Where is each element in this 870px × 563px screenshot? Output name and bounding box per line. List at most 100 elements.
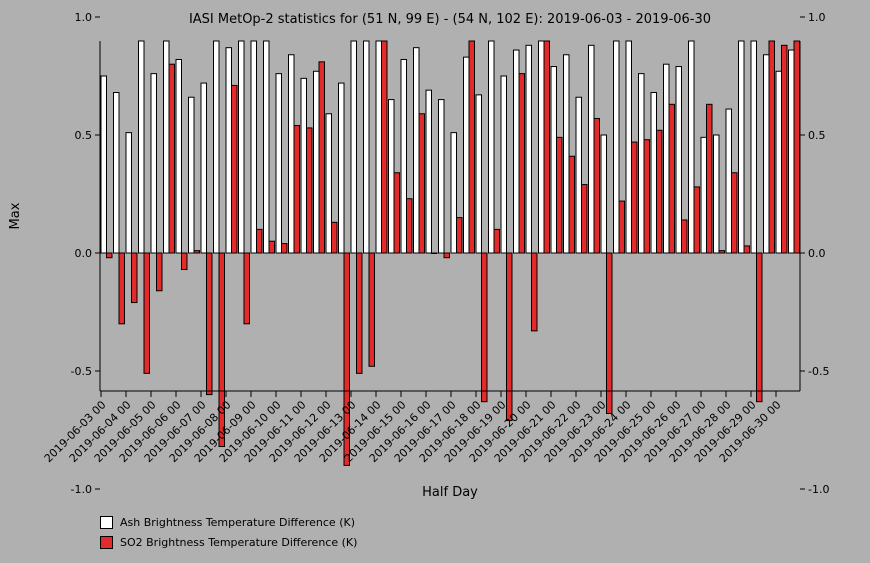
- so2-bar: [418, 113, 425, 254]
- x-axis-label: Half Day: [422, 485, 478, 500]
- y-tick-label-left: -0.5: [71, 365, 92, 378]
- ash-bar: [563, 54, 570, 254]
- so2-bar: [131, 252, 138, 304]
- ash-bar: [175, 58, 182, 254]
- ash-bar: [525, 44, 532, 254]
- ash-bar: [738, 40, 745, 254]
- legend: Ash Brightness Temperature Difference (K…: [100, 512, 357, 552]
- ash-bar: [600, 134, 607, 254]
- ash-bar: [400, 58, 407, 254]
- ash-bar: [488, 40, 495, 254]
- y-tick-label-right: 1.0: [808, 11, 826, 24]
- so2-bar: [256, 228, 263, 254]
- ash-bar: [138, 40, 145, 254]
- so2-bar: [706, 103, 713, 254]
- ash-bar: [513, 49, 520, 254]
- ash-bar: [250, 40, 257, 254]
- ash-bar: [650, 92, 657, 254]
- ash-bar: [188, 96, 195, 254]
- so2-bar: [343, 252, 350, 466]
- ash-bar: [575, 96, 582, 254]
- ash-bar: [788, 49, 795, 254]
- y-tick-label-left: 0.0: [75, 247, 93, 260]
- ash-bar: [388, 99, 395, 254]
- so2-bar: [318, 61, 325, 254]
- ash-bar: [413, 47, 420, 254]
- so2-bar: [181, 252, 188, 271]
- so2-bar: [381, 40, 388, 254]
- bars-group: [100, 40, 800, 466]
- ash-bar: [638, 73, 645, 254]
- so2-bar: [756, 252, 763, 403]
- so2-bar: [693, 186, 700, 254]
- so2-bar: [731, 172, 738, 254]
- so2-bar: [393, 172, 400, 254]
- so2-bar: [206, 252, 213, 396]
- ash-bar: [775, 70, 782, 254]
- ash-bar: [663, 63, 670, 254]
- so2-bar: [193, 250, 200, 254]
- so2-bar: [243, 252, 250, 325]
- so2-bar: [118, 252, 125, 325]
- so2-bar: [618, 200, 625, 254]
- so2-bar: [268, 240, 275, 254]
- so2-bar: [481, 252, 488, 403]
- legend-item-so2: SO2 Brightness Temperature Difference (K…: [100, 532, 357, 552]
- ash-bar: [275, 73, 282, 254]
- ash-bar: [500, 75, 507, 254]
- so2-bar: [781, 44, 788, 254]
- so2-bar: [531, 252, 538, 332]
- ash-bar: [225, 47, 232, 254]
- so2-bar: [143, 252, 150, 374]
- so2-bar: [168, 63, 175, 254]
- ash-bar: [450, 132, 457, 254]
- ash-bar: [425, 89, 432, 254]
- so2-bar: [331, 221, 338, 254]
- so2-bar: [668, 103, 675, 254]
- legend-item-ash: Ash Brightness Temperature Difference (K…: [100, 512, 357, 532]
- ash-bar: [300, 77, 307, 254]
- y-tick-label-right: 0.5: [808, 129, 826, 142]
- legend-label-ash: Ash Brightness Temperature Difference (K…: [120, 515, 355, 529]
- so2-bar: [506, 252, 513, 422]
- so2-bar: [306, 127, 313, 254]
- ash-bar: [375, 40, 382, 254]
- ash-bar: [463, 56, 470, 254]
- so2-bar: [793, 40, 800, 254]
- ash-bar: [325, 113, 332, 254]
- so2-bar: [356, 252, 363, 374]
- ash-bar: [113, 92, 120, 254]
- legend-swatch-ash: [100, 515, 113, 529]
- y-tick-label-left: -1.0: [71, 483, 92, 496]
- so2-bar: [768, 40, 775, 254]
- ash-bar: [150, 73, 157, 254]
- so2-bar: [443, 252, 450, 259]
- ash-bar: [363, 40, 370, 254]
- so2-bar: [518, 73, 525, 254]
- chart-title: IASI MetOp-2 statistics for (51 N, 99 E)…: [189, 12, 711, 27]
- so2-bar: [743, 245, 750, 254]
- ash-bar: [713, 134, 720, 254]
- so2-bar: [631, 141, 638, 254]
- ash-bar: [613, 40, 620, 254]
- ash-bar: [725, 108, 732, 254]
- so2-bar: [293, 125, 300, 254]
- so2-bar: [368, 252, 375, 367]
- legend-label-so2: SO2 Brightness Temperature Difference (K…: [120, 535, 358, 549]
- ash-bar: [550, 66, 557, 254]
- ash-bar: [263, 40, 270, 254]
- ash-bar: [438, 99, 445, 254]
- y-tick-label-right: 0.0: [808, 247, 826, 260]
- ash-bar: [538, 40, 545, 254]
- so2-bar: [493, 228, 500, 254]
- so2-bar: [718, 250, 725, 254]
- ash-bar: [625, 40, 632, 254]
- so2-bar: [281, 243, 288, 254]
- ash-bar: [100, 75, 107, 254]
- ash-bar: [163, 40, 170, 254]
- ash-bar: [475, 94, 482, 254]
- y-tick-label-left: 0.5: [75, 129, 93, 142]
- so2-bar: [218, 252, 225, 448]
